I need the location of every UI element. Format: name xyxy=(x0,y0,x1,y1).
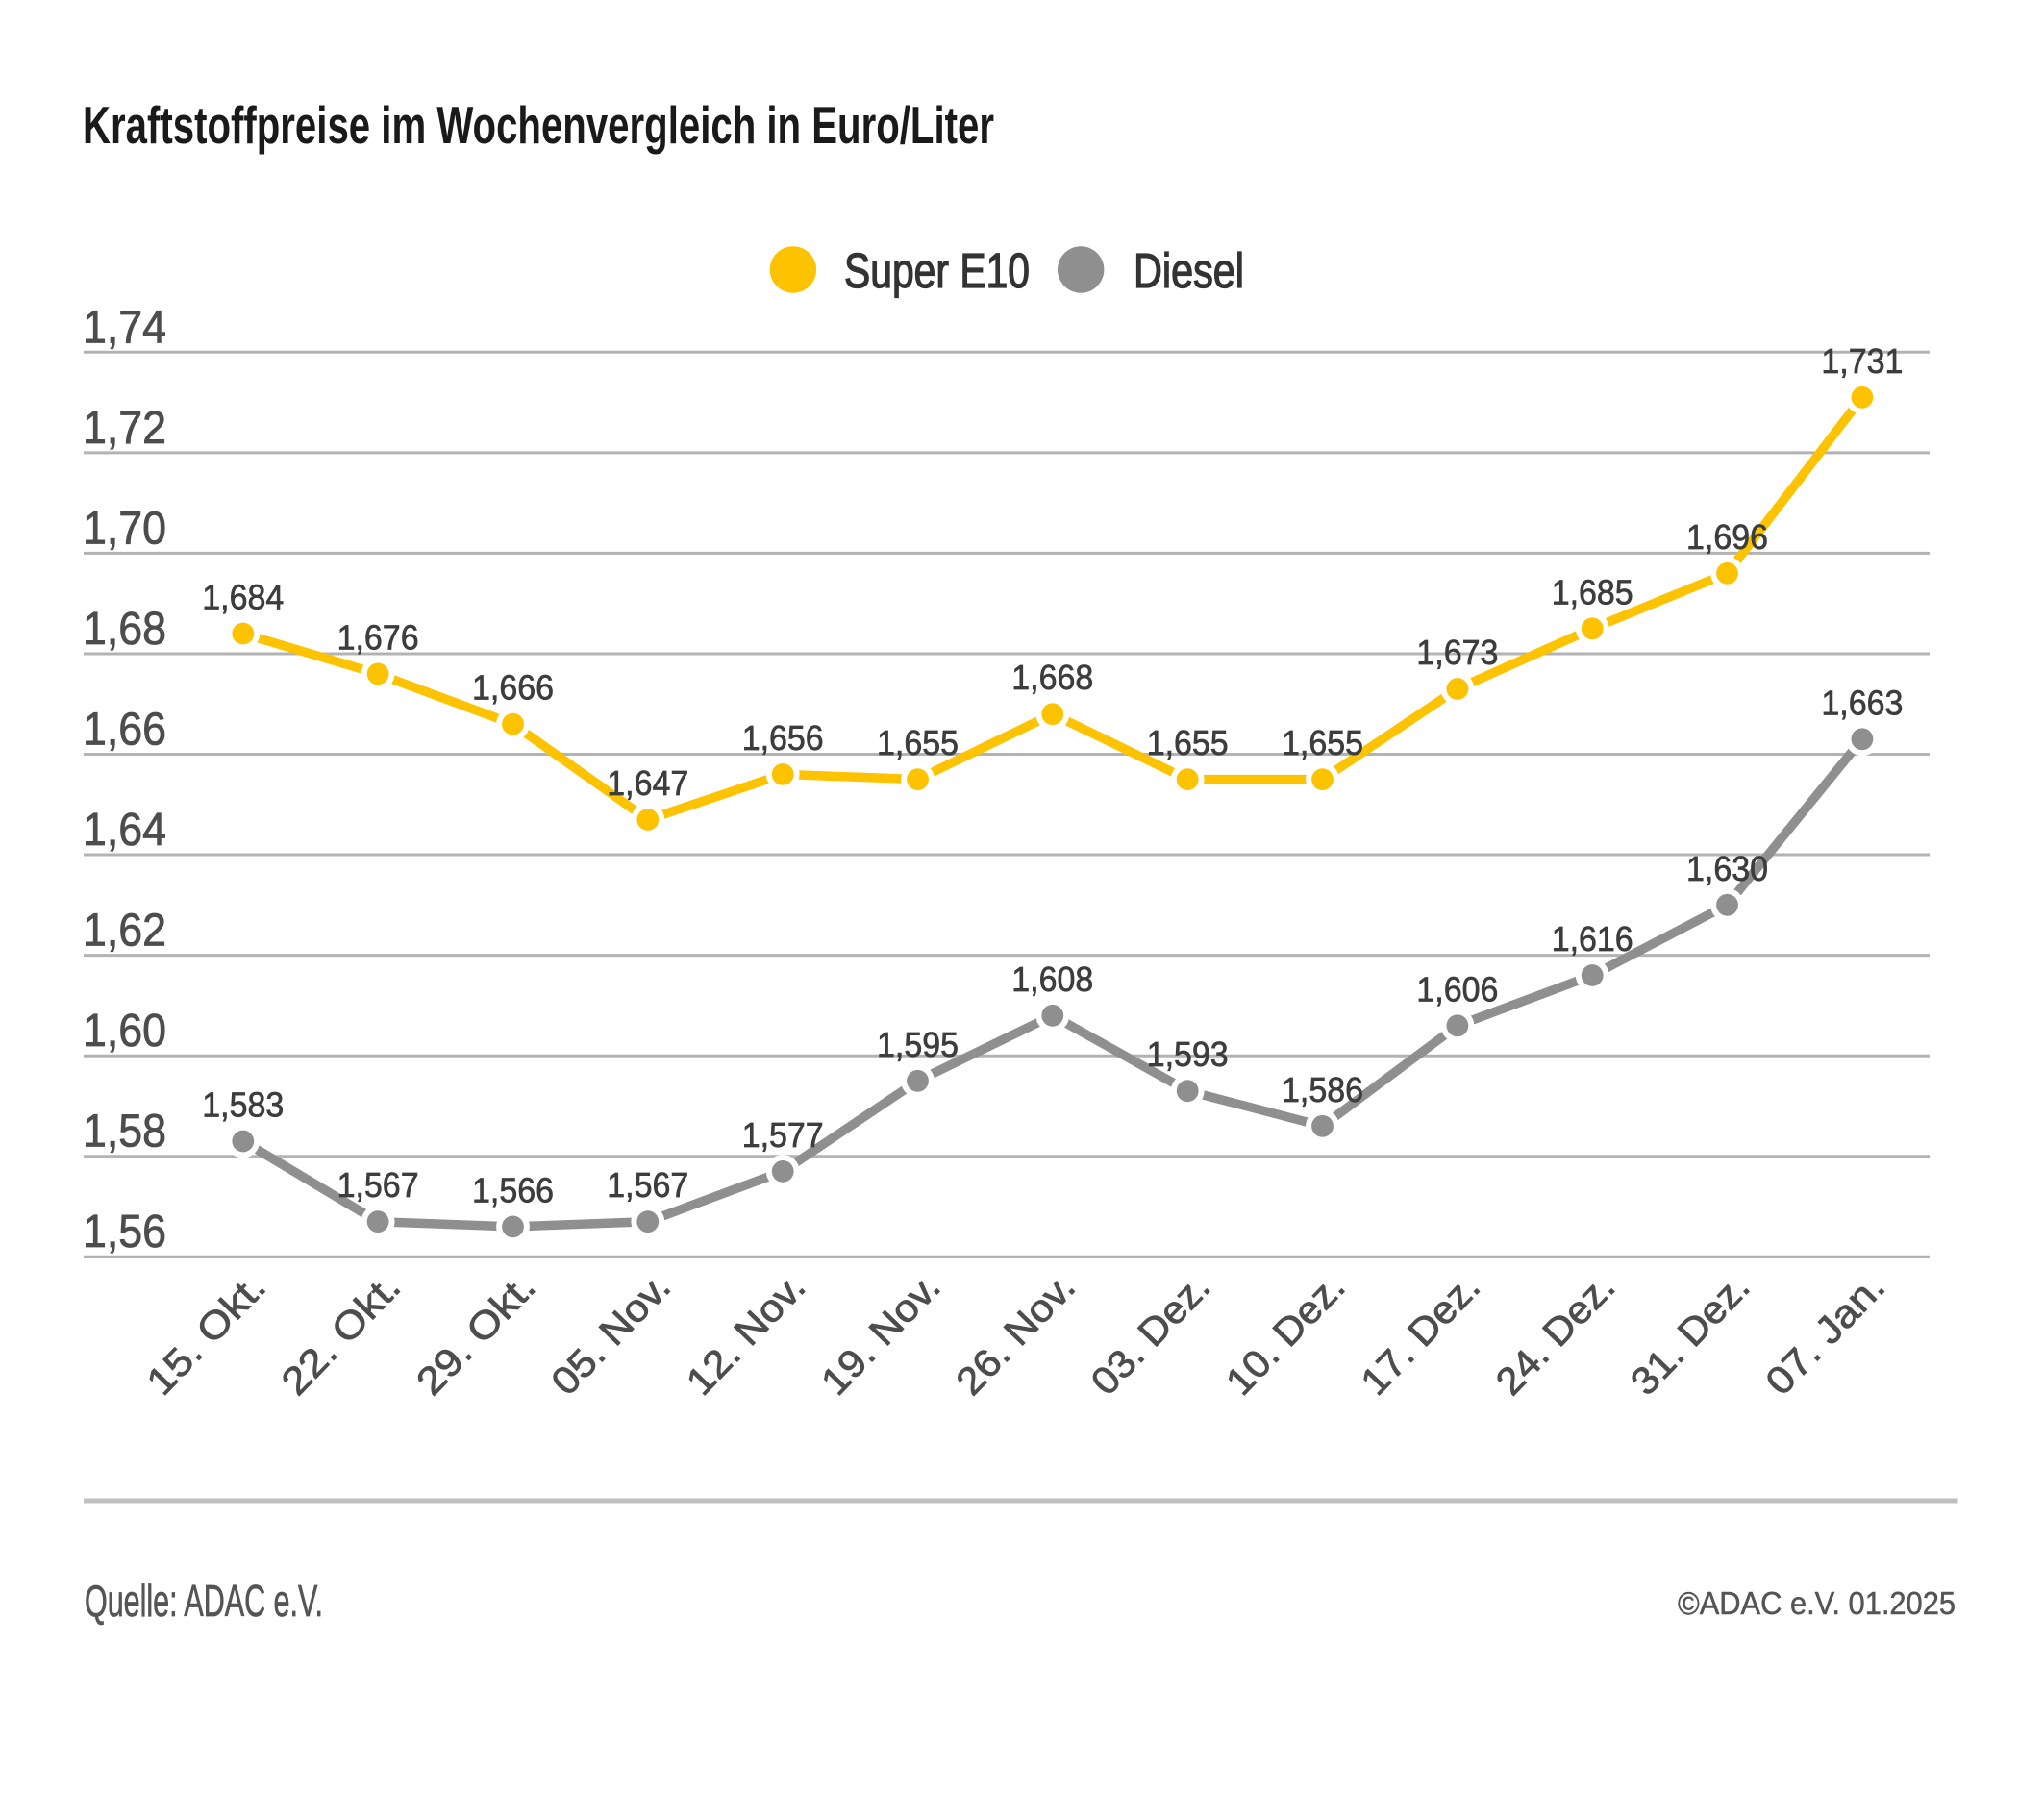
svg-text:1,56: 1,56 xyxy=(83,1207,166,1258)
svg-text:1,70: 1,70 xyxy=(83,503,166,554)
svg-text:Super E10: Super E10 xyxy=(844,243,1030,298)
svg-text:1,58: 1,58 xyxy=(83,1107,166,1158)
svg-text:1,60: 1,60 xyxy=(83,1006,166,1057)
svg-text:Kraftstoffpreise im Wochenverg: Kraftstoffpreise im Wochenvergleich in E… xyxy=(83,95,994,155)
svg-text:1,583: 1,583 xyxy=(202,1085,284,1125)
svg-text:1,608: 1,608 xyxy=(1011,959,1093,999)
svg-text:1,567: 1,567 xyxy=(607,1165,688,1205)
svg-text:1,655: 1,655 xyxy=(1282,723,1363,762)
svg-text:1,593: 1,593 xyxy=(1147,1034,1229,1074)
svg-text:1,685: 1,685 xyxy=(1552,572,1633,611)
svg-text:1,64: 1,64 xyxy=(83,805,166,856)
svg-text:1,586: 1,586 xyxy=(1282,1070,1363,1109)
svg-text:1,66: 1,66 xyxy=(83,705,166,756)
svg-text:1,595: 1,595 xyxy=(877,1025,959,1064)
svg-text:1,577: 1,577 xyxy=(742,1115,824,1155)
svg-text:1,655: 1,655 xyxy=(877,723,959,762)
svg-text:1,62: 1,62 xyxy=(83,906,166,957)
svg-text:1,647: 1,647 xyxy=(607,763,688,803)
svg-text:1,696: 1,696 xyxy=(1686,517,1768,557)
svg-text:1,666: 1,666 xyxy=(472,668,554,708)
svg-text:Diesel: Diesel xyxy=(1134,243,1244,298)
svg-text:1,68: 1,68 xyxy=(83,604,166,655)
svg-text:1,74: 1,74 xyxy=(83,302,166,353)
svg-text:©ADAC e.V. 01.2025: ©ADAC e.V. 01.2025 xyxy=(1678,1585,1956,1621)
svg-text:1,655: 1,655 xyxy=(1147,723,1229,762)
svg-text:Quelle: ADAC e.V.: Quelle: ADAC e.V. xyxy=(85,1576,323,1626)
svg-text:1,731: 1,731 xyxy=(1821,341,1903,381)
svg-text:1,630: 1,630 xyxy=(1686,849,1768,888)
svg-text:1,566: 1,566 xyxy=(472,1170,554,1209)
svg-text:1,668: 1,668 xyxy=(1011,658,1093,697)
svg-text:1,567: 1,567 xyxy=(337,1165,419,1205)
svg-text:1,676: 1,676 xyxy=(337,617,419,657)
svg-text:1,72: 1,72 xyxy=(83,403,166,454)
svg-text:1,656: 1,656 xyxy=(742,718,824,758)
svg-text:1,673: 1,673 xyxy=(1416,633,1498,672)
svg-text:1,684: 1,684 xyxy=(202,578,284,617)
svg-text:1,616: 1,616 xyxy=(1552,919,1633,959)
svg-text:1,606: 1,606 xyxy=(1416,969,1498,1009)
svg-text:1,663: 1,663 xyxy=(1821,683,1903,722)
